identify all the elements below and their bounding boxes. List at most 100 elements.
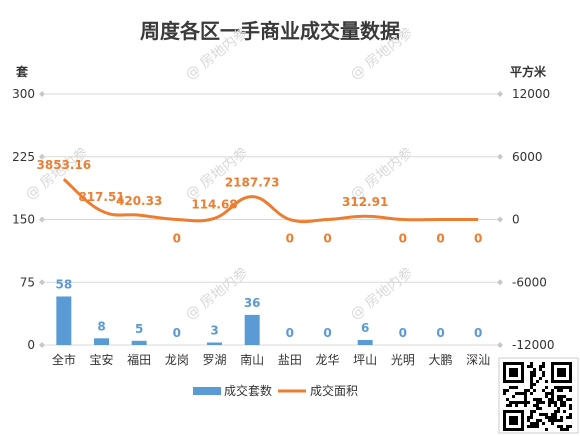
bar-value-label: 0 (286, 326, 294, 340)
bar-value-label: 58 (55, 277, 72, 291)
qr-cell (536, 407, 539, 410)
qr-cell (524, 395, 527, 398)
qr-cell (506, 389, 509, 392)
qr-cell (563, 386, 566, 389)
qr-cell (515, 404, 518, 407)
qr-cell (512, 401, 515, 404)
qr-cell (530, 362, 533, 365)
qr-cell (560, 401, 563, 404)
right-tick-label: -6000 (512, 275, 547, 289)
bar (207, 342, 222, 345)
qr-cell (536, 419, 539, 422)
category-label: 宝安 (89, 352, 113, 367)
line-value-label: 2187.73 (225, 176, 280, 190)
left-tick-marker (39, 91, 45, 97)
line-value-label: 0 (474, 232, 482, 246)
qr-cell (551, 395, 554, 398)
qr-cell (542, 362, 545, 365)
qr-cell (509, 401, 512, 404)
qr-cell (512, 386, 515, 389)
bar-value-label: 0 (436, 326, 444, 340)
category-label: 盐田 (278, 353, 302, 367)
qr-cell (518, 401, 521, 404)
left-tick-marker (39, 153, 45, 160)
qr-cell (533, 404, 536, 407)
qr-cell (551, 392, 554, 395)
qr-cell (554, 386, 557, 389)
qr-cell (527, 416, 530, 419)
qr-cell (557, 389, 560, 392)
qr-cell (509, 386, 512, 389)
qr-cell (530, 410, 533, 413)
bar-value-label: 0 (474, 326, 482, 340)
qr-cell (530, 386, 533, 389)
qr-cell (536, 404, 539, 407)
line-value-label: 817.51 (78, 190, 124, 204)
qr-cell (548, 404, 551, 407)
qr-cell (554, 410, 557, 413)
qr-cell (545, 395, 548, 398)
left-tick-label: 0 (27, 338, 35, 352)
legend-bar-label: 成交套数 (224, 383, 272, 398)
qr-cell (551, 398, 554, 401)
qr-cell (551, 419, 554, 422)
qr-cell (524, 401, 527, 404)
bar-value-label: 6 (361, 321, 369, 335)
legend: 成交套数 成交面积 (193, 383, 358, 398)
category-label: 深汕 (466, 353, 490, 367)
qr-cell (569, 407, 572, 410)
qr-code (498, 357, 579, 434)
qr-cell (533, 383, 536, 386)
bar-value-label: 0 (399, 326, 407, 340)
line-series (62, 178, 479, 224)
line-value-label: 0 (173, 232, 181, 246)
qr-cell (524, 404, 527, 407)
qr-cell (560, 398, 563, 401)
qr-cell (536, 422, 539, 425)
left-axis-unit: 套 (15, 64, 29, 79)
bar-value-label: 0 (323, 326, 331, 340)
qr-cell (521, 392, 524, 395)
qr-cell (545, 392, 548, 395)
line-value-label: 3853.16 (37, 158, 92, 172)
bar-value-label: 8 (97, 319, 105, 333)
right-tick-marker (497, 279, 503, 286)
category-label: 福田 (127, 352, 151, 367)
watermark-text: @ 房地内参 (182, 144, 251, 203)
qr-cell (539, 401, 542, 404)
category-label: 坪山 (353, 353, 377, 367)
qr-cell (557, 398, 560, 401)
qr-cell (566, 428, 569, 431)
qr-cell (566, 425, 569, 428)
bar-value-label: 3 (210, 323, 218, 337)
left-tick-label: 225 (12, 150, 35, 164)
category-labels: 全市 宝安 福田 龙岗 罗湖 南山 盐田 龙华 坪山 光明 大鹏 深汕 (52, 352, 490, 367)
line-value-label: 114.68 (191, 197, 237, 211)
category-label: 南山 (240, 352, 264, 367)
qr-cell (548, 392, 551, 395)
qr-cell (560, 395, 563, 398)
qr-cell (569, 389, 572, 392)
qr-cell (563, 404, 566, 407)
line-value-label: 0 (399, 232, 407, 246)
qr-cell (533, 398, 536, 401)
qr-cell (545, 428, 548, 431)
category-label: 光明 (391, 353, 415, 367)
qr-cell (542, 389, 545, 392)
qr-cell (530, 425, 533, 428)
qr-cell (560, 386, 563, 389)
qr-cell (533, 368, 536, 371)
qr-cell (539, 413, 542, 416)
bar (131, 340, 147, 345)
bar-data-labels: 58 8 5 0 3 36 0 0 6 0 0 0 (55, 277, 482, 340)
qr-cell (536, 380, 539, 383)
qr-cell (533, 422, 536, 425)
qr-cell (545, 416, 548, 419)
qr-cell (551, 413, 554, 416)
bar-value-label: 0 (173, 326, 181, 340)
bar (56, 296, 72, 345)
qr-cell (551, 416, 554, 419)
qr-cell (539, 365, 542, 368)
bar (94, 338, 109, 345)
